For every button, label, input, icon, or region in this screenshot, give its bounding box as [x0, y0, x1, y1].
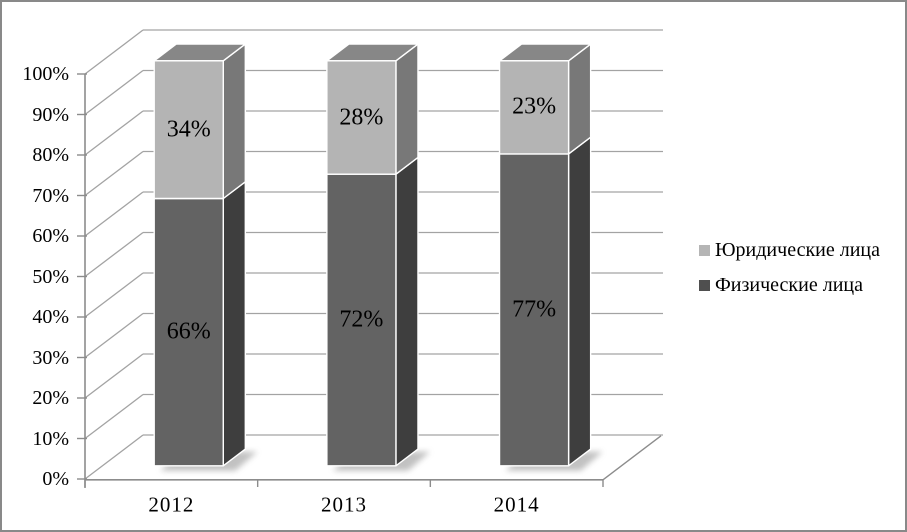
bar-data-label-light: 34%	[166, 116, 211, 143]
y-axis-tick-label: 40%	[32, 306, 69, 328]
y-axis-tick-label: 80%	[32, 144, 69, 166]
legend-swatch-light-icon	[699, 244, 710, 256]
bar-segment-dark-front	[326, 173, 397, 467]
gridline-depth	[84, 434, 144, 480]
bar-segment-light-side	[567, 43, 592, 155]
bar-segment-dark-side	[222, 181, 247, 467]
x-axis-category-label: 2014	[493, 492, 540, 517]
legend-item-juridical: Юридические лица	[699, 239, 880, 261]
gridline-depth	[84, 393, 144, 440]
y-axis-tick-label: 30%	[32, 346, 69, 369]
bar-segment-light-side	[395, 43, 419, 175]
y-axis-tick-label: 70%	[32, 184, 69, 207]
bar-data-label-dark: 77%	[512, 296, 557, 323]
bar-segment-light-front	[326, 60, 397, 175]
gridline-depth	[84, 272, 144, 318]
y-axis-tick-label: 10%	[32, 427, 69, 450]
y-axis-tick-label: 50%	[32, 265, 69, 288]
y-axis-tick-label: 20%	[32, 387, 69, 409]
gridline-depth	[84, 353, 144, 399]
bar-data-label-dark: 66%	[166, 318, 211, 345]
bar-segment-light-side	[222, 43, 247, 200]
legend-swatch-dark-icon	[699, 279, 710, 291]
bar-segment-dark-front	[498, 153, 570, 467]
bar-segment-light-front	[498, 60, 570, 155]
gridline-depth	[84, 191, 144, 237]
bar-segment-dark-side	[395, 156, 419, 467]
legend-label-juridical: Юридические лица	[715, 239, 881, 261]
y-axis-tick-label: 90%	[32, 103, 69, 126]
bar-data-label-light: 28%	[339, 104, 384, 130]
bar-data-label-light: 23%	[512, 93, 557, 120]
legend-label-physical: Физические лица	[715, 274, 863, 296]
bar-segment-light-front	[153, 60, 224, 200]
legend-item-physical: Физические лица	[699, 274, 880, 296]
chart-legend: Юридические лица Физические лица	[699, 239, 880, 296]
bar-data-label-dark: 72%	[339, 306, 384, 333]
gridline-depth	[84, 29, 144, 75]
gridline-depth	[84, 69, 144, 116]
gridline-depth	[84, 312, 144, 359]
gridline-depth	[84, 150, 144, 197]
gridline-depth	[84, 110, 144, 156]
y-axis-tick-label: 0%	[42, 468, 69, 490]
y-axis-tick-label: 60%	[32, 225, 69, 247]
gridline-depth	[84, 231, 144, 278]
x-axis-category-label: 2013	[321, 492, 367, 517]
bar-segment-dark-side	[567, 136, 592, 467]
bar-segment-dark-front	[153, 197, 224, 467]
x-axis-category-label: 2012	[148, 492, 195, 517]
y-axis-tick-label: 100%	[22, 63, 69, 85]
